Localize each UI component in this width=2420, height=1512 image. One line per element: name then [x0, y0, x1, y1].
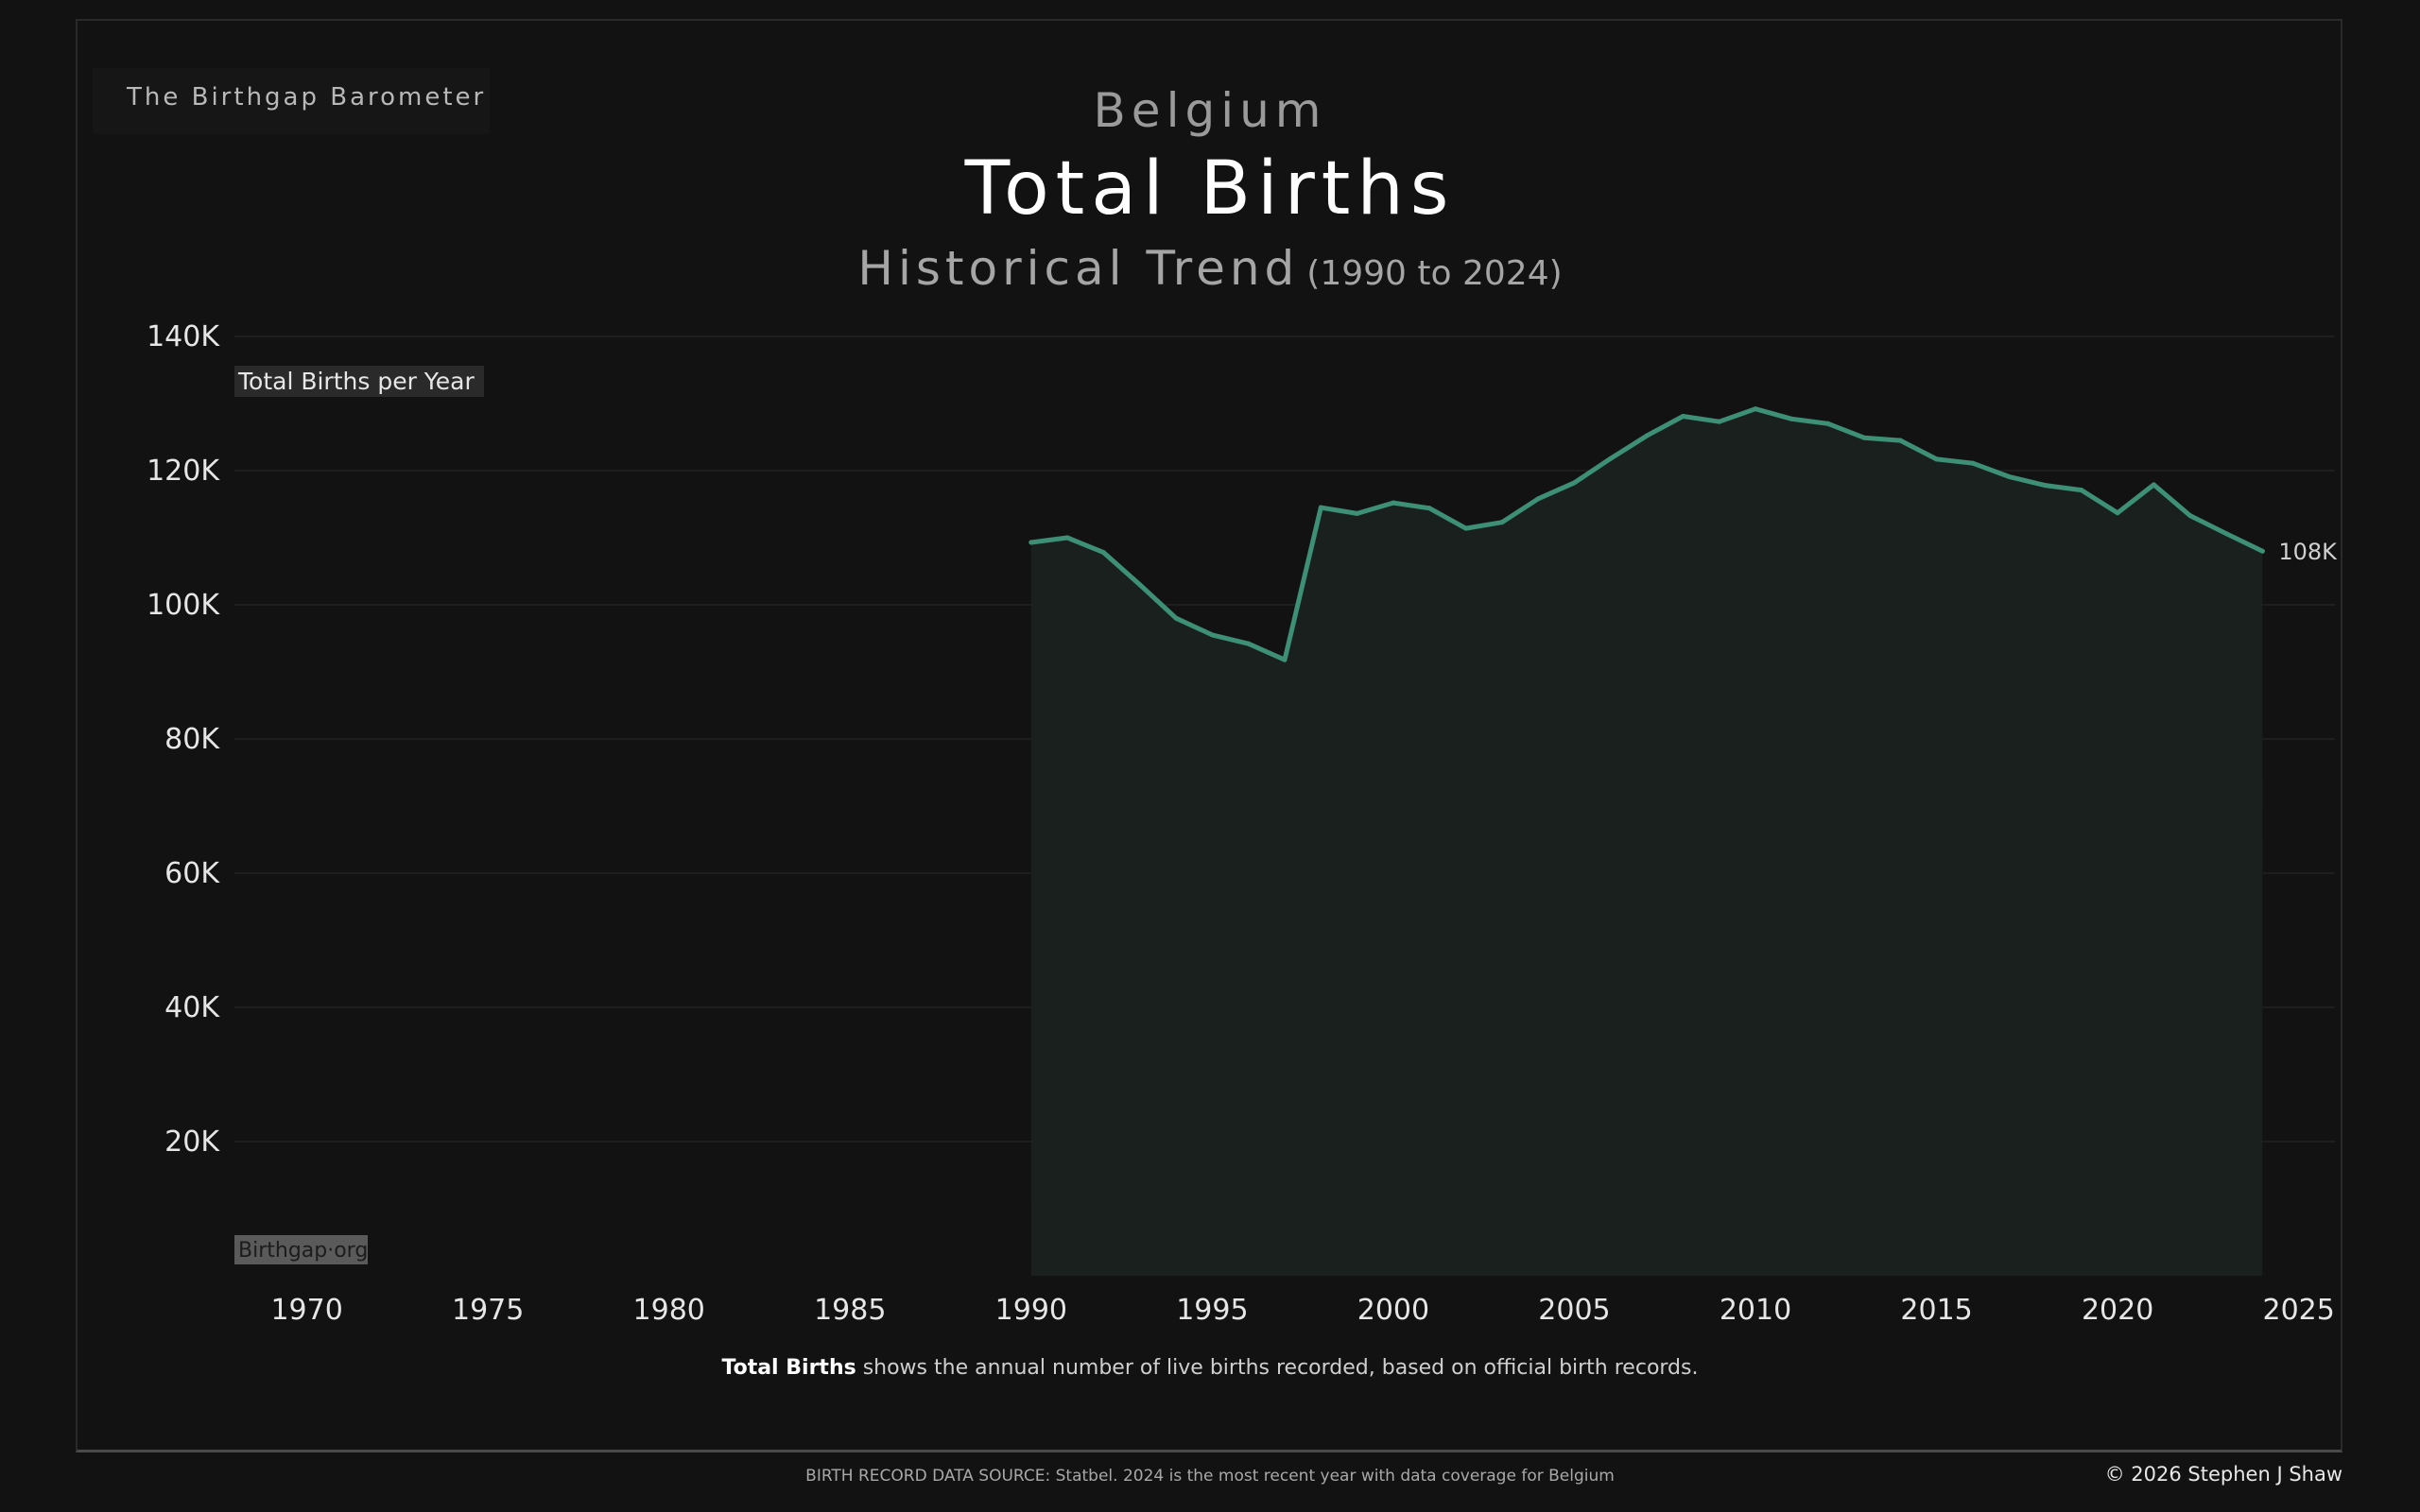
data-point	[1789, 416, 1794, 421]
dashboard-frame	[76, 19, 2342, 1452]
x-tick-label: 2005	[1538, 1294, 1610, 1327]
data-point	[1970, 460, 1976, 466]
data-point	[1571, 480, 1577, 486]
data-point	[1100, 550, 1106, 556]
end-value-label: 108K	[2278, 539, 2338, 565]
data-point	[2006, 473, 2012, 479]
copyright: © 2026 Stephen J Shaw	[2104, 1463, 2342, 1486]
data-point	[1934, 456, 1940, 462]
country-heading: Belgium	[1093, 83, 1327, 138]
y-tick-label: 120K	[147, 455, 220, 488]
x-tick-label: 2010	[1720, 1294, 1791, 1327]
data-point	[1426, 506, 1432, 511]
data-point	[1246, 641, 1252, 646]
data-point	[1355, 510, 1360, 516]
x-tick-label: 2025	[2263, 1294, 2335, 1327]
data-point	[1463, 525, 1469, 531]
data-point	[2187, 513, 2193, 519]
y-tick-label: 140K	[147, 320, 220, 353]
x-tick-label: 2020	[2082, 1294, 2153, 1327]
data-point	[1717, 419, 1722, 424]
data-point	[2259, 548, 2265, 554]
year-range: (1990 to 2024)	[1306, 254, 1563, 293]
x-tick-label: 1980	[633, 1294, 705, 1327]
data-point	[1173, 615, 1179, 621]
caption-text: shows the annual number of live births r…	[856, 1356, 1699, 1380]
data-point	[2115, 510, 2120, 516]
y-tick-label: 40K	[164, 991, 220, 1024]
caption-bold: Total Births	[721, 1356, 856, 1380]
data-point	[1897, 438, 1903, 443]
series-label-bg	[234, 366, 484, 397]
y-tick-label: 20K	[164, 1125, 220, 1159]
x-tick-label: 1995	[1176, 1294, 1248, 1327]
brand-box	[93, 68, 490, 134]
data-point	[2043, 483, 2048, 489]
data-point	[1753, 406, 1758, 412]
data-point	[1644, 433, 1650, 438]
data-point	[1282, 657, 1288, 662]
data-point	[1825, 421, 1831, 426]
x-tick-label: 2015	[1900, 1294, 1972, 1327]
data-point	[1680, 413, 1685, 419]
data-point	[1137, 582, 1143, 588]
watermark: Birthgap·org	[238, 1239, 368, 1263]
brand-title: The Birthgap Barometer	[127, 83, 487, 112]
watermark-bg	[234, 1235, 368, 1264]
data-point	[1608, 455, 1614, 461]
data-point	[1391, 500, 1396, 506]
x-tick-label: 1970	[270, 1294, 342, 1327]
x-tick-label: 1990	[995, 1294, 1067, 1327]
chart-subtitle: Historical Trend	[857, 241, 1300, 296]
y-tick-label: 60K	[164, 857, 220, 890]
data-source-note: BIRTH RECORD DATA SOURCE: Statbel. 2024 …	[805, 1467, 1615, 1486]
x-tick-label: 1985	[814, 1294, 886, 1327]
data-point	[2079, 488, 2084, 493]
y-tick-label: 100K	[147, 589, 220, 622]
series-area	[1030, 408, 2263, 1276]
chart-caption: Total Births shows the annual number of …	[0, 1356, 2420, 1380]
data-point	[1535, 496, 1541, 502]
data-point	[2151, 482, 2156, 488]
subtitle-row: Historical Trend (1990 to 2024)	[0, 241, 2420, 296]
data-point	[1861, 435, 1867, 440]
chart-title: Total Births	[964, 146, 1456, 232]
data-point	[1028, 540, 1034, 545]
data-point	[1209, 632, 1215, 638]
x-tick-label: 1975	[452, 1294, 524, 1327]
data-point	[2223, 531, 2229, 537]
y-tick-label: 80K	[164, 723, 220, 756]
x-tick-label: 2000	[1357, 1294, 1429, 1327]
data-point	[1499, 520, 1505, 525]
data-point	[1064, 535, 1070, 541]
series-label: Total Births per Year	[237, 368, 475, 395]
data-point	[1318, 505, 1323, 510]
